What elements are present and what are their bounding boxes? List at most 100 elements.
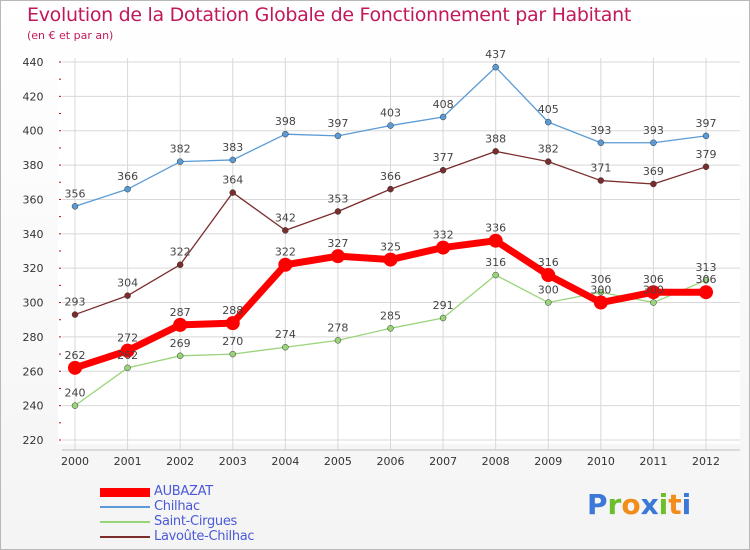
x-tick-label: 2010 (587, 455, 615, 468)
data-label-chilhac: 437 (485, 48, 506, 61)
data-label-chilhac: 408 (433, 98, 454, 111)
legend-label: Saint-Cirgues (154, 514, 238, 529)
data-point-saint-cirgues (439, 314, 447, 322)
data-point-aubazat (120, 343, 135, 358)
data-point-lavoute-chilhac (334, 208, 342, 215)
data-point-chilhac (650, 139, 657, 147)
data-point-lavoute-chilhac (545, 158, 552, 165)
data-point-aubazat (436, 240, 451, 255)
legend-swatch (100, 488, 150, 497)
y-tick-label: 240 (23, 400, 44, 413)
legend-swatch (100, 536, 150, 538)
data-label-saint-cirgues: 262 (117, 349, 138, 362)
data-label-aubazat: 306 (696, 273, 717, 286)
data-label-saint-cirgues: 300 (643, 284, 664, 297)
x-tick-label: 2009 (534, 455, 562, 468)
chart-subtitle: (en € et par an) (27, 29, 114, 42)
data-point-chilhac (545, 118, 552, 126)
y-tick-label: 280 (23, 331, 44, 344)
y-tick-label: 380 (23, 159, 44, 172)
data-label-lavoute-chilhac: 293 (65, 296, 86, 309)
x-tick-label: 2003 (219, 455, 247, 468)
data-label-chilhac: 405 (538, 103, 559, 116)
data-point-saint-cirgues (124, 364, 131, 372)
data-point-chilhac (124, 185, 131, 193)
data-point-lavoute-chilhac (439, 166, 447, 174)
x-tick-label: 2000 (61, 455, 89, 468)
data-label-aubazat: 332 (433, 229, 454, 242)
data-label-lavoute-chilhac: 364 (222, 174, 243, 187)
data-label-aubazat: 272 (117, 332, 138, 345)
data-point-lavoute-chilhac (176, 261, 184, 268)
data-label-saint-cirgues: 269 (170, 337, 191, 350)
y-tick-label: 260 (23, 365, 44, 378)
y-tick-label: 340 (23, 228, 44, 241)
data-label-chilhac: 398 (275, 115, 296, 128)
data-label-chilhac: 403 (380, 107, 401, 120)
data-label-aubazat: 306 (643, 273, 664, 286)
plot-background (58, 58, 740, 444)
data-label-lavoute-chilhac: 382 (538, 143, 559, 156)
data-label-saint-cirgues: 270 (222, 335, 243, 348)
data-point-lavoute-chilhac (650, 180, 657, 188)
x-tick-label: 2002 (166, 455, 194, 468)
x-tick-label: 2011 (639, 455, 667, 468)
data-point-aubazat (699, 285, 713, 300)
data-label-aubazat: 262 (65, 349, 86, 362)
data-point-aubazat (593, 295, 608, 310)
data-label-aubazat: 322 (275, 246, 296, 259)
data-label-aubazat: 316 (538, 256, 559, 269)
legend-swatch (100, 521, 150, 523)
data-label-chilhac: 366 (117, 170, 138, 183)
data-label-chilhac: 393 (590, 124, 611, 137)
data-label-aubazat: 300 (590, 284, 611, 297)
legend-label: Lavoûte-Chilhac (154, 529, 255, 544)
data-point-saint-cirgues (71, 402, 79, 409)
x-tick-label: 2004 (271, 455, 299, 468)
x-tick-label: 2006 (377, 455, 405, 468)
data-point-lavoute-chilhac (702, 163, 710, 171)
data-label-aubazat: 287 (170, 306, 191, 319)
data-point-aubazat (330, 249, 345, 264)
data-point-lavoute-chilhac (229, 189, 236, 196)
data-point-aubazat (383, 252, 398, 267)
legend-label: AUBAZAT (154, 484, 213, 499)
data-label-saint-cirgues: 240 (65, 387, 86, 400)
data-point-chilhac (334, 132, 342, 140)
data-point-lavoute-chilhac (492, 148, 499, 155)
data-label-saint-cirgues: 316 (485, 256, 506, 269)
data-label-saint-cirgues: 285 (380, 309, 401, 322)
data-point-chilhac (597, 139, 605, 147)
data-point-aubazat (225, 316, 240, 331)
data-point-chilhac (282, 130, 289, 138)
legend-swatch (100, 506, 150, 508)
data-label-saint-cirgues: 313 (696, 261, 717, 274)
x-tick-label: 2001 (114, 455, 142, 468)
data-point-lavoute-chilhac (71, 311, 79, 318)
data-label-aubazat: 288 (222, 304, 243, 317)
data-label-aubazat: 336 (485, 222, 506, 235)
data-point-chilhac (702, 132, 710, 140)
data-label-lavoute-chilhac: 369 (643, 165, 664, 178)
data-label-saint-cirgues: 291 (433, 299, 454, 312)
data-point-saint-cirgues (387, 325, 394, 332)
data-label-chilhac: 356 (65, 187, 86, 200)
data-point-lavoute-chilhac (124, 292, 131, 299)
x-tick-label: 2008 (482, 455, 510, 468)
data-point-lavoute-chilhac (282, 227, 289, 234)
data-label-lavoute-chilhac: 342 (275, 211, 296, 224)
y-tick-label: 420 (23, 90, 44, 103)
chart-title: Evolution de la Dotation Globale de Fonc… (27, 4, 632, 26)
data-label-chilhac: 382 (170, 143, 191, 156)
data-point-saint-cirgues (545, 299, 552, 306)
data-label-saint-cirgues: 306 (590, 273, 611, 286)
data-point-saint-cirgues (282, 343, 289, 351)
data-point-saint-cirgues (597, 288, 605, 296)
data-label-lavoute-chilhac: 377 (433, 151, 454, 164)
data-label-chilhac: 383 (222, 141, 243, 154)
data-point-chilhac (176, 158, 184, 165)
data-label-saint-cirgues: 300 (538, 284, 559, 297)
data-label-lavoute-chilhac: 379 (696, 148, 717, 161)
data-label-lavoute-chilhac: 304 (117, 277, 138, 290)
